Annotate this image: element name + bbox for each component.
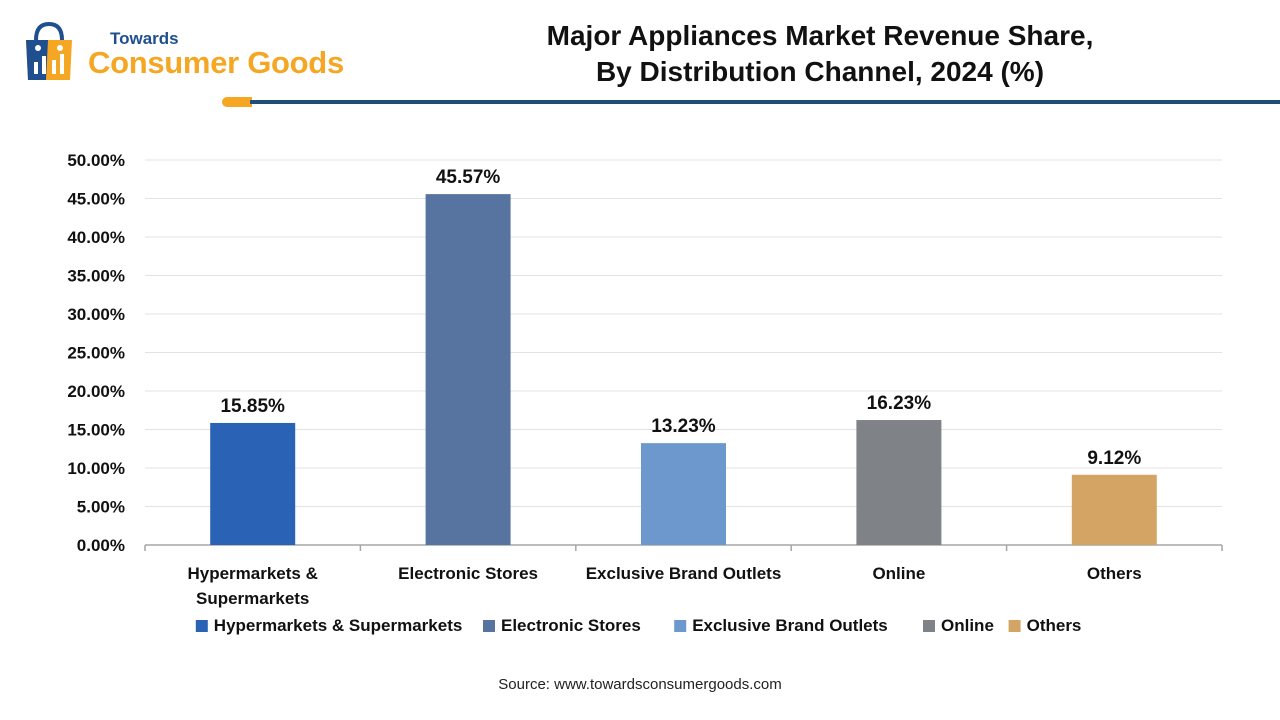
chart-title: Major Appliances Market Revenue Share, B… xyxy=(420,18,1220,90)
shopping-bag-icon xyxy=(26,21,72,80)
y-tick-label: 30.00% xyxy=(67,305,125,324)
y-tick-label: 20.00% xyxy=(67,382,125,401)
x-category-label: Hypermarkets & xyxy=(187,564,317,583)
header-rule-tab xyxy=(222,97,252,107)
y-tick-label: 45.00% xyxy=(67,190,125,209)
title-line-1: Major Appliances Market Revenue Share, xyxy=(546,20,1094,51)
data-label: 13.23% xyxy=(651,416,716,437)
source-note: Source: www.towardsconsumergoods.com xyxy=(498,676,782,693)
legend-swatch xyxy=(195,620,208,632)
data-label: 45.57% xyxy=(436,167,501,188)
header-rule xyxy=(250,100,1280,104)
legend-swatch xyxy=(674,620,687,632)
data-label: 9.12% xyxy=(1087,448,1141,469)
bar xyxy=(1071,474,1157,545)
legend-swatch xyxy=(483,620,495,632)
brand-top-text: Towards xyxy=(110,29,179,48)
data-label: 16.23% xyxy=(867,393,932,414)
brand-logo: Towards Consumer Goods xyxy=(18,18,378,90)
x-category-label: Others xyxy=(1087,564,1142,583)
brand-main-text: Consumer Goods xyxy=(88,45,344,80)
x-category-label: Exclusive Brand Outlets xyxy=(586,564,782,583)
y-tick-label: 10.00% xyxy=(67,459,125,478)
x-category-label: Electronic Stores xyxy=(398,564,538,583)
bar xyxy=(641,443,726,545)
bar xyxy=(856,420,942,545)
y-tick-label: 0.00% xyxy=(77,536,125,555)
legend-swatch xyxy=(1008,620,1021,632)
legend-label: Others xyxy=(1027,616,1082,635)
x-category-label: Online xyxy=(872,564,925,583)
title-line-2: By Distribution Channel, 2024 (%) xyxy=(595,56,1045,87)
y-tick-label: 25.00% xyxy=(67,344,125,363)
legend-label: Electronic Stores xyxy=(501,616,641,635)
x-category-label: Supermarkets xyxy=(196,589,309,608)
bar xyxy=(210,422,296,545)
legend-label: Online xyxy=(941,616,994,635)
y-tick-label: 35.00% xyxy=(67,267,125,286)
y-tick-label: 50.00% xyxy=(67,151,125,170)
bar-chart: 0.00% 5.00% 10.00% 15.00% 20.00% 25.00% 30.00%… xyxy=(67,151,1223,635)
y-tick-label: 40.00% xyxy=(67,228,125,247)
bar xyxy=(425,194,511,545)
legend-label: Hypermarkets & Supermarkets xyxy=(214,616,463,635)
data-label: 15.85% xyxy=(220,396,285,417)
legend-label: Exclusive Brand Outlets xyxy=(692,616,888,635)
y-tick-label: 5.00% xyxy=(77,498,125,517)
y-tick-label: 15.00% xyxy=(67,421,125,440)
legend-swatch xyxy=(923,620,935,632)
